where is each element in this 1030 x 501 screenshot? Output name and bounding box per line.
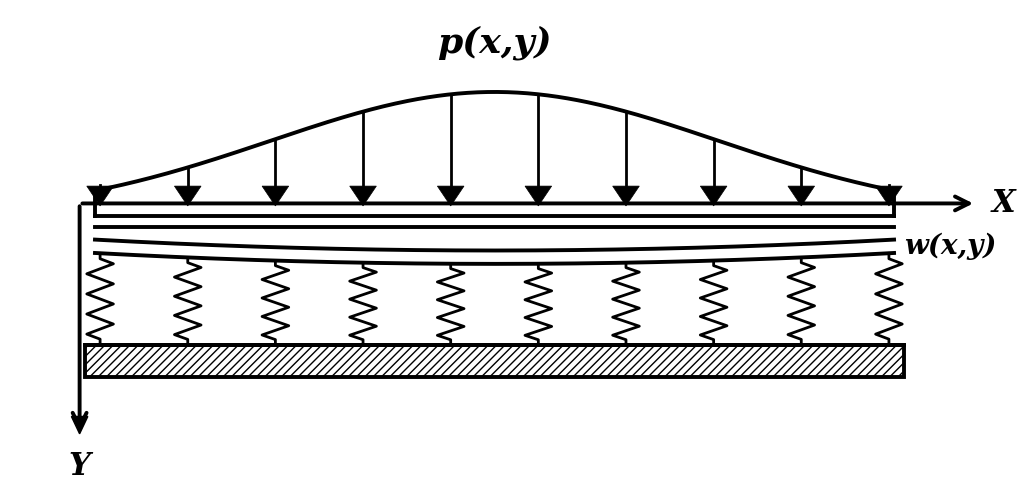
Polygon shape <box>788 186 815 206</box>
Bar <box>84 345 904 377</box>
Polygon shape <box>700 186 727 206</box>
Polygon shape <box>71 416 88 434</box>
Polygon shape <box>174 186 201 206</box>
Text: w(x,y): w(x,y) <box>904 232 997 260</box>
Text: Y: Y <box>69 451 91 482</box>
Polygon shape <box>876 186 902 206</box>
Polygon shape <box>87 186 113 206</box>
Polygon shape <box>438 186 464 206</box>
Text: p(x,y): p(x,y) <box>437 25 552 60</box>
Polygon shape <box>525 186 552 206</box>
Polygon shape <box>350 186 376 206</box>
Polygon shape <box>613 186 640 206</box>
Polygon shape <box>262 186 288 206</box>
Text: X: X <box>991 188 1015 219</box>
